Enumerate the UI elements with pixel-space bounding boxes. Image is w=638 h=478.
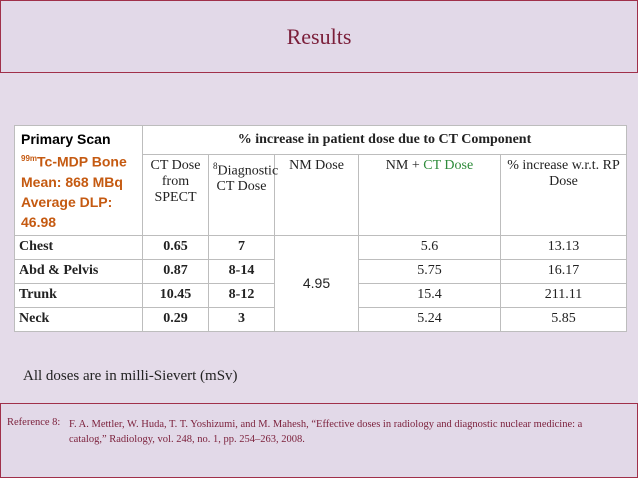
primary-scan-label: Primary Scan (21, 131, 111, 147)
nm-ct-cell: 5.6 (358, 234, 501, 260)
nm-ct-cell: 5.75 (358, 258, 501, 284)
table-row: Abd & Pelvis 0.87 8-14 5.75 16.17 (14, 258, 628, 284)
table-row: Neck 0.29 3 5.24 5.85 (14, 306, 628, 332)
increase-cell: 5.85 (499, 306, 628, 332)
primary-scan-cell: Primary Scan 99mTc-MDP Bone Mean: 868 MB… (14, 125, 143, 236)
header-ct-from-spect: CT Dose from SPECT (142, 153, 209, 236)
ct-spect-cell: 10.45 (142, 282, 209, 308)
dlp-label: Average DLP: (21, 193, 113, 210)
table-row: Trunk 10.45 8-12 15.4 211.11 (14, 282, 628, 308)
header-nm-plus-ct: NM + CT Dose (358, 153, 501, 236)
units-note: All doses are in milli-Sievert (mSv) (23, 368, 238, 384)
slide-title: Results (286, 24, 352, 49)
diagnostic-ct-cell: 3 (208, 306, 275, 332)
title-band: Results (0, 0, 638, 73)
organ-cell: Chest (14, 234, 143, 260)
organ-cell: Trunk (14, 282, 143, 308)
organ-cell: Neck (14, 306, 143, 332)
increase-cell: 13.13 (499, 234, 628, 260)
main-header: % increase in patient dose due to CT Com… (141, 125, 628, 155)
reference-box: Reference 8: F. A. Mettler, W. Huda, T. … (0, 403, 638, 478)
isotope-label: 99mTc-MDP Bone (21, 153, 127, 170)
diagnostic-ct-cell: 8-14 (208, 258, 275, 284)
organ-cell: Abd & Pelvis (14, 258, 143, 284)
table-row: Chest 0.65 7 4.95 5.6 13.13 (14, 234, 628, 332)
mean-activity: Mean: 868 MBq (21, 173, 123, 190)
increase-cell: 211.11 (499, 282, 628, 308)
increase-cell: 16.17 (499, 258, 628, 284)
diagnostic-ct-cell: 8-12 (208, 282, 275, 308)
dlp-value: 46.98 (21, 213, 57, 230)
header-diagnostic-ct: 8Diagnostic CT Dose (208, 153, 278, 236)
nm-ct-cell: 5.24 (358, 306, 501, 332)
reference-text: F. A. Mettler, W. Huda, T. T. Yoshizumi,… (69, 419, 583, 445)
nm-dose-cell: 4.95 (274, 234, 359, 332)
reference-label: Reference 8: (7, 417, 61, 428)
header-nm-dose: NM Dose (274, 153, 359, 236)
ct-spect-cell: 0.29 (142, 306, 209, 332)
ct-spect-cell: 0.65 (142, 234, 209, 260)
ct-spect-cell: 0.87 (142, 258, 209, 284)
header-percent-increase: % increase w.r.t. RP Dose (499, 153, 628, 236)
diagnostic-ct-cell: 7 (208, 234, 275, 260)
nm-ct-cell: 15.4 (358, 282, 501, 308)
results-table: Primary Scan 99mTc-MDP Bone Mean: 868 MB… (14, 125, 628, 332)
